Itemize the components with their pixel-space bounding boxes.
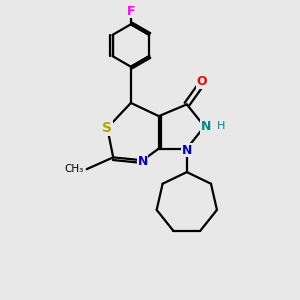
Text: N: N xyxy=(182,143,192,157)
Text: O: O xyxy=(196,75,207,88)
Text: S: S xyxy=(102,121,112,135)
Text: CH₃: CH₃ xyxy=(64,164,84,174)
Text: F: F xyxy=(127,4,135,18)
Text: N: N xyxy=(137,155,148,168)
Text: H: H xyxy=(217,122,225,131)
Text: N: N xyxy=(201,120,211,133)
